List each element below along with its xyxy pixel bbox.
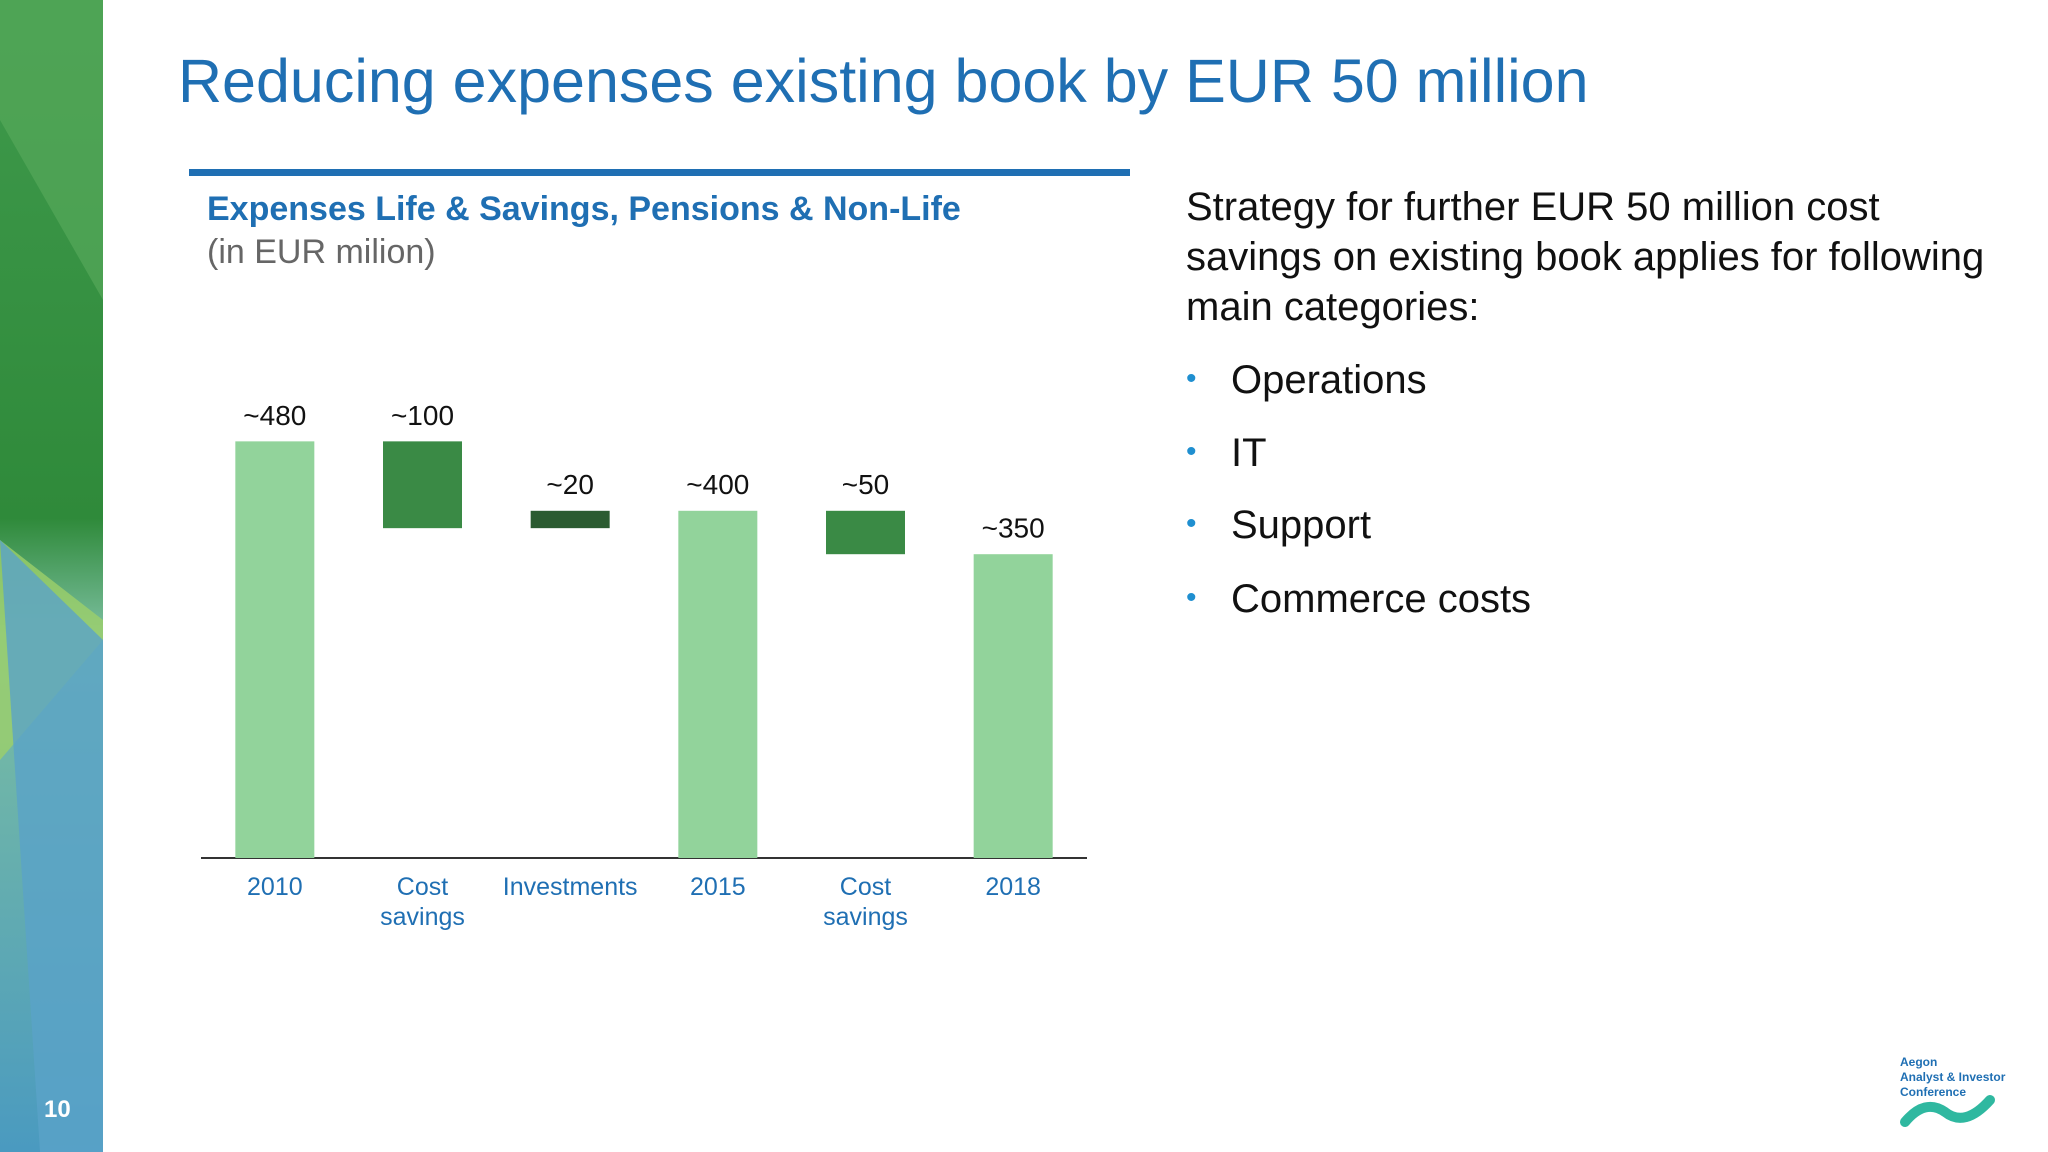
- x-tick-label: 2018: [958, 872, 1068, 902]
- logo-line: Analyst & Investor: [1900, 1070, 2006, 1084]
- chart-title: Expenses Life & Savings, Pensions & Non-…: [207, 190, 961, 228]
- x-tick-text: Cost savings: [380, 873, 465, 931]
- side-shape: [0, 540, 103, 1152]
- bar: [383, 441, 462, 529]
- bar: [678, 510, 758, 858]
- chart-rule: [189, 169, 1130, 176]
- x-tick-label: 2015: [663, 872, 773, 902]
- data-label: ~50: [842, 469, 890, 500]
- bar: [235, 441, 315, 858]
- x-tick-text: Cost savings: [823, 873, 908, 931]
- bar: [973, 554, 1053, 858]
- logo-line: Aegon: [1900, 1055, 1938, 1069]
- bullet-text: Support: [1231, 503, 1372, 547]
- chart-subtitle: (in EUR milion): [207, 233, 436, 271]
- data-label: ~400: [686, 469, 749, 500]
- x-tick-text: 2018: [985, 873, 1041, 901]
- side-shape: [0, 0, 103, 300]
- x-tick-label: Cost savings: [811, 872, 921, 932]
- page-number: 10: [44, 1096, 71, 1123]
- bullet-text: IT: [1231, 431, 1267, 475]
- bar: [826, 510, 905, 555]
- x-tick-text: 2015: [690, 873, 746, 901]
- data-label: ~480: [243, 400, 306, 431]
- slide-title: Reducing expenses existing book by EUR 5…: [178, 47, 1589, 115]
- x-tick-text: Investments: [502, 873, 638, 901]
- logo-swoosh: [1900, 1095, 1995, 1127]
- x-tick-label: Cost savings: [368, 872, 478, 932]
- x-tick-text: 2010: [247, 873, 303, 901]
- bar: [530, 510, 610, 529]
- data-label: ~350: [982, 513, 1045, 544]
- bullet-dot: •: [1186, 362, 1197, 395]
- logo-text: Aegon Analyst & Investor Conference: [1900, 1055, 2005, 1100]
- bullet-text: Operations: [1231, 358, 1427, 402]
- logo-line: Conference: [1900, 1085, 1967, 1099]
- bullet-dot: •: [1186, 581, 1197, 614]
- bullet-text: Commerce costs: [1231, 577, 1532, 621]
- bullet-dot: •: [1186, 435, 1197, 468]
- strategy-intro: Strategy for further EUR 50 million cost…: [1186, 185, 1985, 329]
- x-tick-label: 2010: [220, 872, 330, 902]
- data-label: ~20: [546, 469, 594, 500]
- data-label: ~100: [391, 400, 454, 431]
- bullet-dot: •: [1186, 507, 1197, 540]
- x-tick-label: Investments: [503, 872, 638, 902]
